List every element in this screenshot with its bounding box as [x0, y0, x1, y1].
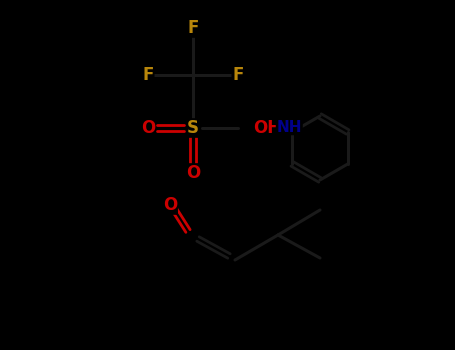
Text: F: F	[233, 66, 244, 84]
Text: O: O	[163, 196, 177, 214]
Text: S: S	[187, 119, 199, 137]
Text: F: F	[187, 19, 199, 37]
Text: OH: OH	[253, 119, 281, 137]
Text: O: O	[141, 119, 155, 137]
Text: NH: NH	[277, 119, 302, 134]
Text: F: F	[142, 66, 154, 84]
Text: O: O	[186, 164, 200, 182]
